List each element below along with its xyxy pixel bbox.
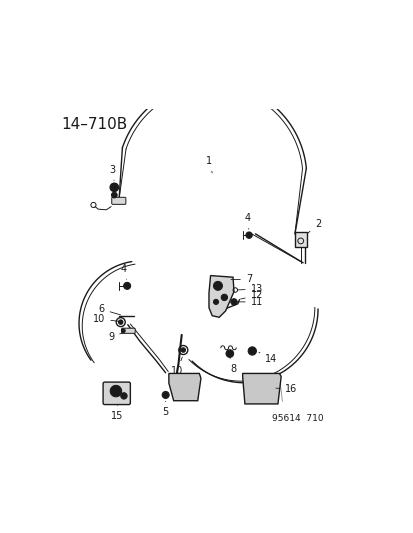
Circle shape bbox=[221, 294, 227, 301]
Circle shape bbox=[112, 388, 119, 394]
Circle shape bbox=[110, 183, 118, 191]
Circle shape bbox=[230, 298, 237, 305]
Circle shape bbox=[110, 385, 121, 397]
Text: 9: 9 bbox=[108, 332, 127, 342]
Text: 3: 3 bbox=[109, 165, 116, 180]
FancyBboxPatch shape bbox=[294, 232, 306, 247]
Text: 11: 11 bbox=[236, 297, 262, 307]
Text: 8: 8 bbox=[229, 358, 236, 374]
Circle shape bbox=[111, 192, 117, 198]
Circle shape bbox=[180, 348, 185, 352]
Text: 5: 5 bbox=[162, 401, 169, 417]
Circle shape bbox=[225, 350, 233, 358]
Text: 95614  710: 95614 710 bbox=[271, 414, 323, 423]
Circle shape bbox=[162, 391, 169, 399]
Polygon shape bbox=[242, 374, 280, 404]
Text: 12: 12 bbox=[240, 290, 262, 301]
Circle shape bbox=[123, 282, 131, 289]
FancyBboxPatch shape bbox=[121, 328, 135, 333]
Circle shape bbox=[163, 393, 167, 397]
Text: 14–710B: 14–710B bbox=[61, 117, 127, 132]
Circle shape bbox=[249, 349, 254, 353]
Circle shape bbox=[227, 352, 231, 356]
Text: 6: 6 bbox=[98, 304, 120, 315]
Text: 1: 1 bbox=[205, 156, 212, 173]
Text: 14: 14 bbox=[258, 352, 277, 364]
Text: 4: 4 bbox=[121, 264, 127, 279]
Text: 10: 10 bbox=[93, 314, 122, 324]
Polygon shape bbox=[209, 276, 233, 317]
Circle shape bbox=[245, 232, 252, 238]
Text: 2: 2 bbox=[306, 219, 320, 233]
FancyBboxPatch shape bbox=[112, 197, 126, 204]
Circle shape bbox=[213, 281, 222, 290]
Circle shape bbox=[112, 185, 116, 190]
Circle shape bbox=[213, 300, 218, 304]
Circle shape bbox=[118, 320, 123, 325]
Circle shape bbox=[121, 393, 127, 399]
Polygon shape bbox=[169, 374, 200, 401]
FancyBboxPatch shape bbox=[103, 382, 130, 405]
Circle shape bbox=[125, 284, 128, 287]
Circle shape bbox=[247, 347, 256, 355]
Text: 10: 10 bbox=[170, 357, 183, 376]
Text: 4: 4 bbox=[244, 213, 250, 229]
Circle shape bbox=[121, 329, 125, 333]
Text: 7: 7 bbox=[230, 274, 252, 285]
Text: 13: 13 bbox=[237, 284, 262, 294]
Text: 16: 16 bbox=[275, 384, 297, 394]
Text: 15: 15 bbox=[111, 406, 123, 421]
Circle shape bbox=[247, 233, 250, 237]
